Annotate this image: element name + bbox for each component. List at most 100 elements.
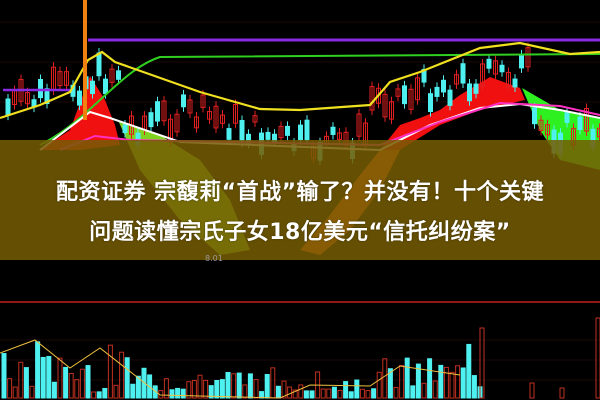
- volume-bar: [135, 375, 141, 399]
- volume-ma-line: [0, 339, 461, 399]
- candle: [395, 88, 401, 97]
- volume-bar: [236, 372, 242, 399]
- headline-line-1: 配资证券 宗馥莉“首战”输了？并没有！十个关键: [55, 180, 545, 205]
- volume-bar: [23, 367, 29, 399]
- candle: [304, 119, 310, 141]
- volume-bar: [529, 382, 535, 399]
- volume-bar: [354, 379, 360, 399]
- candle: [532, 107, 537, 125]
- volume-bar: [253, 379, 259, 399]
- volume-bar: [264, 373, 270, 399]
- volume-bar: [203, 379, 209, 399]
- candle: [460, 63, 466, 84]
- headline-line-2: 问题读懂宗氏子女18亿美元“信托纠纷案”: [89, 220, 511, 245]
- candle: [5, 98, 11, 116]
- candle: [402, 85, 407, 105]
- candle: [252, 115, 258, 123]
- volume-bar: [208, 385, 214, 399]
- candle: [122, 124, 128, 134]
- volume-bar: [163, 378, 169, 399]
- candle: [226, 128, 232, 140]
- candle: [480, 63, 485, 87]
- volume-bar: [191, 379, 197, 399]
- candle: [181, 94, 186, 108]
- volume-bar: [393, 386, 399, 399]
- volume-bar: [432, 380, 438, 399]
- candle: [473, 83, 479, 94]
- candle: [57, 71, 63, 87]
- candle: [369, 86, 375, 111]
- volume-bar: [7, 378, 13, 399]
- volume-bar: [180, 388, 186, 399]
- volume-bar: [214, 379, 220, 399]
- candle: [213, 105, 219, 129]
- green-ma-line: [39, 53, 600, 146]
- volume-bar: [219, 379, 225, 399]
- candle: [415, 77, 420, 101]
- candle: [174, 113, 180, 133]
- volume-bar: [443, 366, 449, 399]
- candle: [161, 100, 167, 122]
- volume-bar: [270, 367, 276, 399]
- volume-bar: [359, 388, 365, 399]
- volume-bar: [46, 355, 52, 399]
- candle: [96, 52, 102, 77]
- volume-bar: [460, 367, 466, 399]
- candle: [564, 112, 570, 123]
- candle: [77, 90, 82, 106]
- volume-bar: [449, 371, 455, 399]
- candle: [389, 101, 394, 120]
- volume-bar: [348, 391, 354, 399]
- candle: [239, 120, 245, 143]
- candle: [434, 86, 440, 97]
- volume-bar: [479, 327, 485, 399]
- candle: [499, 64, 505, 73]
- candle: [408, 88, 414, 110]
- candle: [538, 119, 544, 131]
- candle: [233, 103, 238, 124]
- candle: [428, 93, 433, 113]
- volume-bar: [113, 384, 119, 399]
- volume-bar: [12, 386, 18, 399]
- volume-bar: [415, 363, 421, 399]
- candle: [493, 60, 498, 75]
- volume-bar: [298, 384, 304, 399]
- volume-bar: [281, 380, 287, 399]
- volume-bar: [559, 387, 565, 399]
- volume-bar: [337, 389, 343, 399]
- candle: [25, 92, 30, 105]
- volume-bar: [1, 353, 7, 399]
- volume-bar: [91, 391, 97, 399]
- volume-bar: [29, 385, 35, 399]
- volume-bar: [119, 351, 125, 399]
- volume-bar: [292, 389, 298, 399]
- volume-bar: [595, 317, 600, 399]
- volume-bar: [427, 358, 433, 399]
- candle: [337, 132, 342, 140]
- candle: [506, 71, 511, 88]
- magenta-ma-line: [59, 101, 600, 151]
- candle: [155, 101, 160, 122]
- candle: [376, 87, 381, 104]
- volume-bar: [85, 365, 91, 399]
- candle: [148, 112, 154, 128]
- volume-bar: [74, 379, 80, 399]
- yellow-ma-line: [0, 41, 600, 120]
- candle: [577, 116, 583, 130]
- candle: [200, 94, 206, 108]
- volume-bar: [320, 388, 326, 399]
- candle: [278, 125, 284, 139]
- candle: [38, 79, 43, 99]
- volume-bar: [247, 373, 253, 399]
- candle: [584, 107, 589, 132]
- volume-bar: [242, 384, 248, 399]
- volume-bar: [303, 390, 309, 399]
- candle: [447, 89, 453, 106]
- volume-bar: [309, 390, 315, 399]
- candle: [109, 68, 115, 83]
- candle: [441, 79, 446, 93]
- candle: [356, 113, 362, 137]
- volume-bar: [466, 343, 472, 399]
- price-label: 8.01: [205, 254, 223, 263]
